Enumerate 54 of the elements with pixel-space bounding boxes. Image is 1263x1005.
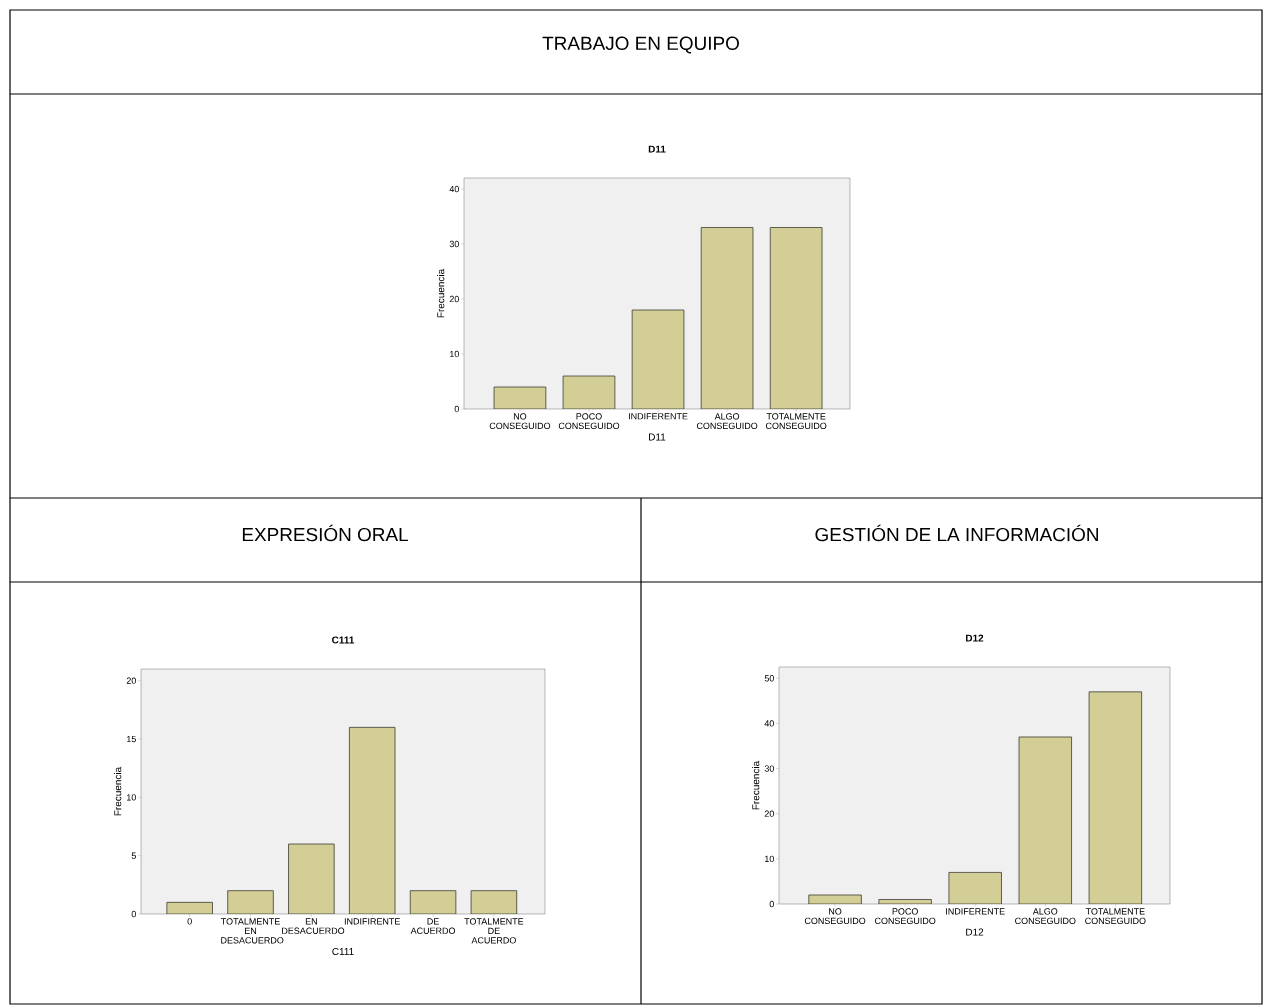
chart-title: GESTIÓN DE LA INFORMACIÓN bbox=[815, 524, 1098, 542]
y-tick-label: 10 bbox=[450, 350, 459, 358]
y-axis-title: Frecuencia bbox=[752, 760, 760, 810]
y-tick-label: 50 bbox=[764, 675, 774, 682]
chart-title: EXPRESIÓN ORAL bbox=[242, 524, 408, 542]
y-axis-title: Frecuencia bbox=[437, 268, 445, 318]
y-tick-label: 0 bbox=[454, 405, 459, 413]
chart-title: TRABAJO EN EQUIPO bbox=[542, 36, 739, 54]
y-tick-label: 0 bbox=[769, 900, 774, 908]
chart-subtitle: C111 bbox=[332, 636, 355, 644]
y-tick-label: 15 bbox=[127, 735, 136, 743]
y-tick-label: 10 bbox=[127, 794, 136, 801]
x-axis-title: D12 bbox=[966, 928, 984, 936]
y-axis-title: Frecuencia bbox=[113, 766, 122, 816]
x-tick-label: INDIFERENTE bbox=[628, 413, 688, 420]
bar bbox=[470, 890, 518, 915]
x-tick-label: 0 bbox=[187, 918, 192, 925]
y-tick-label: 30 bbox=[764, 765, 774, 772]
x-tick-label: NO CONSEGUIDO bbox=[489, 413, 551, 430]
bar bbox=[632, 310, 684, 410]
bar bbox=[563, 376, 615, 410]
x-tick-label: ALGO CONSEGUIDO bbox=[1015, 908, 1076, 925]
bar bbox=[701, 227, 753, 410]
x-tick-label: ALGO CONSEGUIDO bbox=[696, 413, 758, 430]
x-tick-label: TOTALMENTE CONSEGUIDO bbox=[765, 413, 827, 430]
bar bbox=[227, 890, 274, 915]
bar bbox=[410, 890, 456, 915]
chart-subtitle: D11 bbox=[648, 145, 666, 153]
y-tick-label: 20 bbox=[449, 295, 459, 303]
bar bbox=[288, 844, 335, 915]
x-tick-label: POCO CONSEGUIDO bbox=[558, 413, 620, 430]
bar bbox=[948, 872, 1002, 905]
x-tick-label: TOTALMENTE DE ACUERDO bbox=[464, 918, 524, 944]
bar bbox=[769, 227, 823, 410]
x-tick-label: INDIFIRENTE bbox=[344, 918, 400, 925]
chart-subtitle: D12 bbox=[966, 634, 984, 642]
x-tick-label: TOTALMENTE CONSEGUIDO bbox=[1085, 908, 1146, 925]
x-axis-title: D11 bbox=[649, 433, 666, 441]
y-tick-label: 10 bbox=[765, 855, 774, 863]
y-tick-label: 5 bbox=[131, 852, 136, 859]
x-tick-label: POCO CONSEGUIDO bbox=[874, 908, 936, 925]
y-tick-label: 40 bbox=[764, 720, 774, 727]
y-tick-label: 20 bbox=[764, 810, 774, 817]
x-tick-label: NO CONSEGUIDO bbox=[804, 908, 866, 925]
bar bbox=[349, 727, 396, 915]
x-tick-label: DE ACUERDO bbox=[410, 918, 456, 934]
x-axis-title: C111 bbox=[332, 948, 354, 956]
y-tick-label: 20 bbox=[126, 677, 136, 684]
bar bbox=[1019, 736, 1072, 905]
x-tick-label: EN DESACUERDO bbox=[282, 918, 345, 934]
y-tick-label: 30 bbox=[449, 240, 459, 248]
bar bbox=[1088, 691, 1143, 905]
x-tick-label: INDIFERENTE bbox=[946, 908, 1005, 915]
y-tick-label: 40 bbox=[449, 185, 459, 193]
